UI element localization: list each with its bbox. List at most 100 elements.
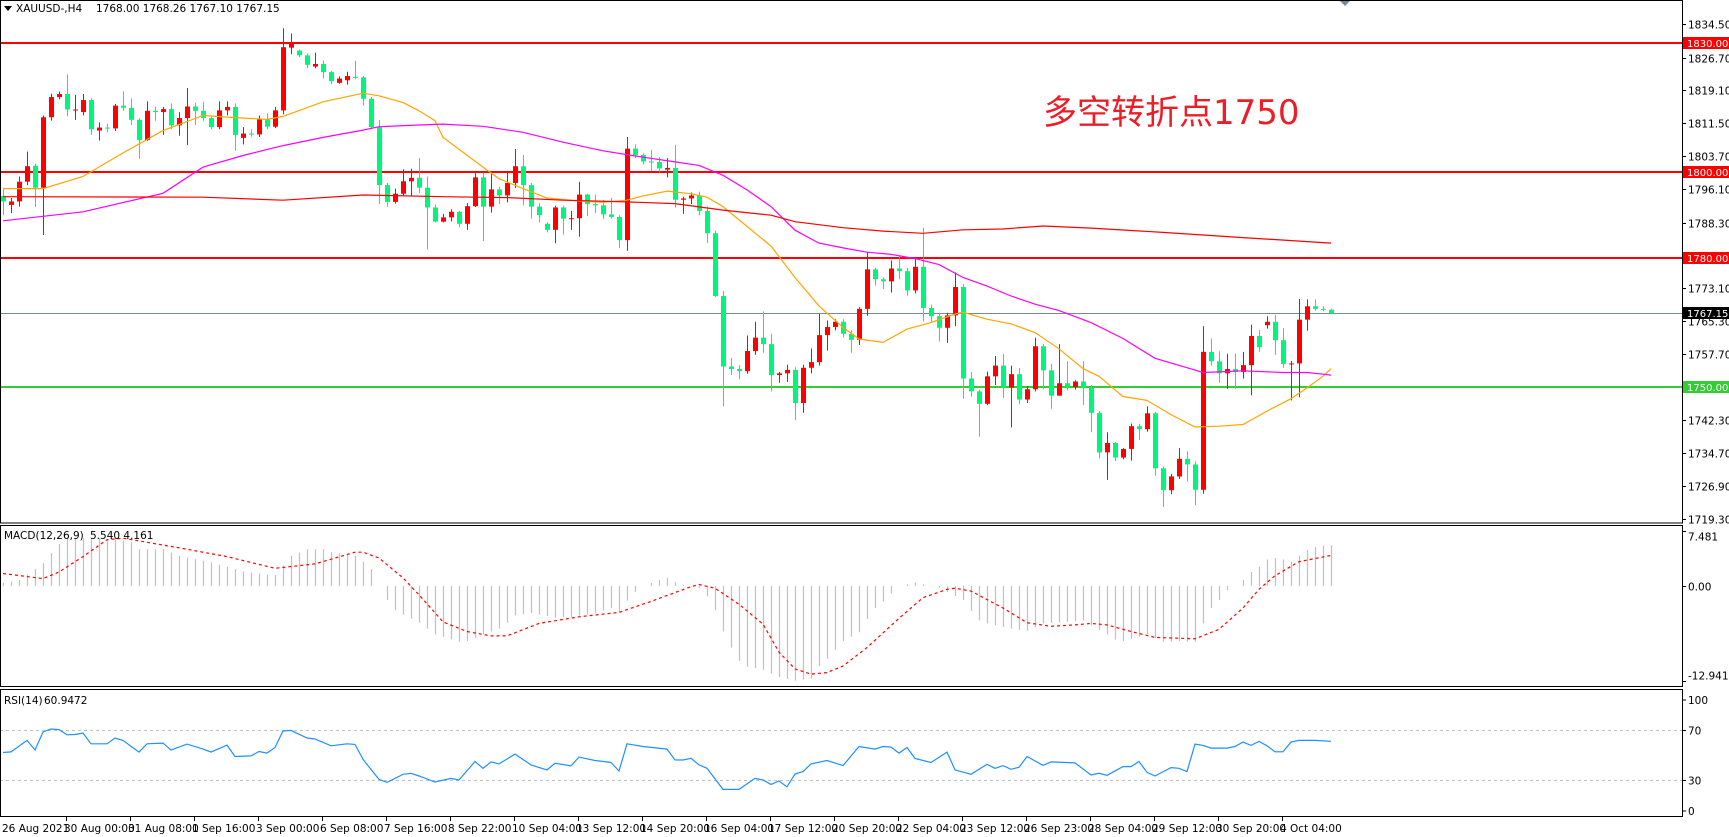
- candle-body: [433, 207, 438, 222]
- candle: [1281, 328, 1286, 368]
- candle: [1273, 314, 1278, 355]
- candle: [753, 321, 758, 355]
- annotation-text[interactable]: 多空转折点1750: [1043, 93, 1300, 133]
- candle: [17, 176, 22, 207]
- rsi-axis-label: 0: [1688, 806, 1695, 818]
- candle: [897, 255, 902, 280]
- candle-body: [161, 109, 166, 113]
- candle: [1025, 386, 1030, 403]
- candle-body: [905, 271, 910, 291]
- candle: [1297, 299, 1302, 398]
- time-axis-label: 14 Sep 20:00: [640, 823, 710, 835]
- candle-body: [769, 344, 774, 376]
- candle: [233, 103, 238, 151]
- candle: [945, 312, 950, 343]
- candle-body: [1201, 351, 1206, 490]
- candle: [1161, 466, 1166, 507]
- candle: [905, 267, 910, 296]
- candle-body: [225, 106, 230, 111]
- time-axis-label: 6 Sep 08:00: [320, 823, 383, 835]
- chart-menu-triangle-icon[interactable]: [4, 6, 12, 11]
- candle-body: [881, 279, 886, 282]
- candle-body: [1033, 346, 1038, 390]
- candle-body: [1073, 381, 1078, 388]
- candle: [785, 364, 790, 382]
- candle-body: [401, 181, 406, 194]
- candle-body: [529, 185, 534, 207]
- candle-body: [505, 182, 510, 196]
- candle: [1257, 329, 1262, 352]
- candle: [1009, 365, 1014, 428]
- candle-body: [313, 63, 318, 67]
- candle: [465, 203, 470, 230]
- candle: [321, 60, 326, 79]
- candle: [601, 200, 606, 220]
- candle-body: [65, 94, 70, 110]
- candle: [889, 260, 894, 293]
- candle: [1289, 360, 1294, 401]
- candle: [721, 290, 726, 407]
- candle: [1217, 351, 1222, 383]
- candle-body: [681, 198, 686, 200]
- candle-body: [1217, 361, 1222, 374]
- candle: [49, 93, 54, 121]
- moving-average-line-2: [2, 194, 1332, 244]
- time-axis-label: 1 Sep 16:00: [192, 823, 255, 835]
- candle-body: [1145, 413, 1150, 430]
- candle: [993, 356, 998, 385]
- candle: [449, 209, 454, 222]
- candle: [625, 137, 630, 251]
- candle-body: [1081, 381, 1086, 388]
- candle: [921, 227, 926, 322]
- candle: [473, 173, 478, 208]
- candle: [225, 101, 230, 116]
- candle: [1097, 411, 1102, 459]
- time-axis-label: 23 Sep 12:00: [960, 823, 1030, 835]
- macd-axis-label: 7.481: [1688, 532, 1718, 544]
- candle-body: [329, 72, 334, 82]
- candle-body: [673, 167, 678, 200]
- candle-body: [17, 181, 22, 202]
- candle-body: [273, 110, 278, 127]
- candle: [345, 71, 350, 85]
- candle-body: [889, 268, 894, 282]
- candle-body: [9, 201, 14, 205]
- time-axis-label: 30 Sep 20:00: [1216, 823, 1286, 835]
- candle-body: [1065, 383, 1070, 388]
- candle: [593, 194, 598, 214]
- candle: [985, 371, 990, 406]
- time-axis-label: 3 Sep 00:00: [256, 823, 319, 835]
- candle-body: [321, 63, 326, 73]
- macd-signal-line: [2, 537, 1332, 675]
- candle: [1113, 442, 1118, 461]
- chart-shift-marker-icon[interactable]: [1340, 1, 1350, 6]
- time-axis-label: 29 Sep 12:00: [1152, 823, 1222, 835]
- candle: [729, 357, 734, 376]
- candle: [529, 182, 534, 219]
- candle-body: [817, 335, 822, 363]
- axes-layer: 1830.00 1800.00 1780.00 1750.00 1834.50 1826.…: [2, 20, 1729, 835]
- candle: [569, 210, 574, 230]
- candle: [281, 28, 286, 115]
- candle: [457, 210, 462, 228]
- candle-body: [417, 177, 422, 188]
- price-axis-label: 1765.30: [1688, 317, 1729, 329]
- candle-body: [41, 117, 46, 188]
- candle-body: [265, 119, 270, 127]
- candle-body: [641, 155, 646, 162]
- candle-body: [825, 326, 830, 336]
- candle-body: [233, 106, 238, 135]
- candle: [121, 91, 126, 111]
- candle: [153, 106, 158, 121]
- candle: [329, 70, 334, 85]
- macd-layer: [2, 537, 1333, 681]
- candle: [769, 333, 774, 392]
- price-axis-label: 1757.70: [1688, 350, 1729, 362]
- candle: [1073, 380, 1078, 390]
- candle: [1001, 354, 1006, 398]
- candle: [497, 186, 502, 205]
- price-tag-label: 1750.00: [1687, 383, 1728, 394]
- candle-body: [361, 77, 366, 99]
